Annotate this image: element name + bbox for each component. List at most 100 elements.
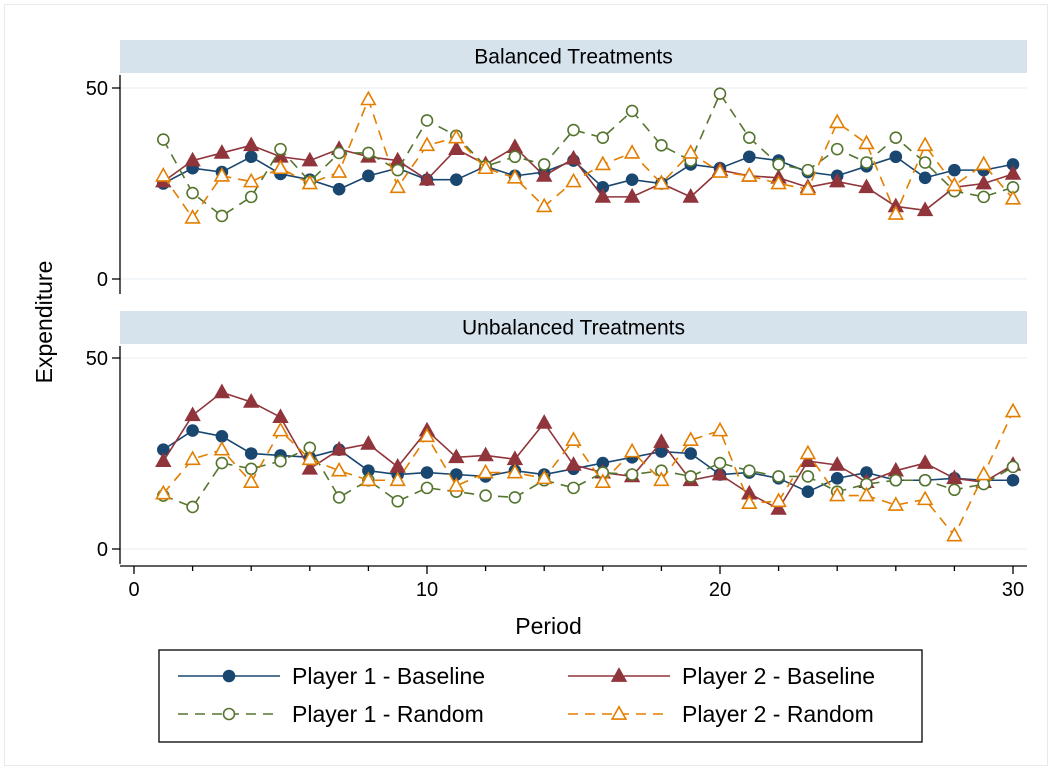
panel-1-data-point [828, 172, 846, 188]
panel-1-data-point [330, 163, 348, 178]
panel-1-data-point [889, 131, 903, 144]
panel-1-data-point [594, 155, 612, 171]
panel-1-data-point [184, 151, 201, 167]
panel-1-data-point [535, 197, 553, 213]
panel-2-data-point [684, 470, 698, 483]
panel-1-data-point [741, 167, 758, 182]
panel-1-y-tick-label: 0 [97, 269, 108, 291]
panel-1-data-point [916, 136, 934, 152]
panel-1-data-point [213, 167, 231, 182]
panel-1-data-point [272, 159, 289, 175]
panel-1-data-point [711, 163, 729, 178]
x-tick-label: 10 [416, 579, 438, 601]
panel-1-data-point [362, 146, 375, 160]
panel-2-data-point [242, 393, 260, 408]
legend-marker [610, 705, 628, 720]
panel-2-data-point [889, 473, 903, 487]
panel-2-data-point [772, 470, 785, 483]
panel-1-data-point [448, 128, 465, 144]
panel-2-data-point [653, 433, 670, 448]
panel-1-data-point [1004, 189, 1022, 205]
panel-1-data-point [565, 149, 582, 165]
panel-1-series-line [162, 97, 1014, 220]
panel-2-data-point [565, 456, 582, 471]
panel-2-data-point [213, 440, 231, 456]
panel-2-data-point [535, 469, 553, 485]
panel-2-data-point [1004, 402, 1022, 418]
panel-1-data-point [653, 174, 670, 190]
panel-2-data-point [799, 452, 817, 467]
panel-2-data-point [213, 383, 231, 399]
panel-2-data-point [215, 456, 229, 470]
panel-1-data-point [157, 133, 170, 146]
panel-1-data-point [420, 114, 434, 127]
panel-1-data-point [742, 131, 756, 144]
panel-2-data-point [801, 470, 815, 483]
panel-2-data-point [741, 494, 758, 510]
panel-2-data-point [186, 424, 199, 437]
panel-1-data-point [391, 163, 405, 177]
panel-2-data-point [801, 485, 815, 499]
panel-2-data-point [799, 444, 817, 460]
panel-2-data-point [684, 447, 698, 460]
legend-marker [222, 707, 236, 721]
legend-label: Player 2 - Random [682, 701, 874, 727]
legend-label: Player 1 - Baseline [292, 663, 485, 689]
panel-2-data-point [948, 483, 961, 497]
legend-marker [610, 667, 628, 682]
panel-1-data-point [887, 205, 905, 220]
panel-2-data-point [215, 430, 229, 443]
panel-2-data-point [918, 473, 932, 487]
legend: Player 1 - Baseline Player 2 - Baseline Pl… [158, 649, 923, 743]
panel-1-data-point [449, 173, 463, 186]
panel-1-data-point [889, 150, 903, 164]
panel-1-data-point [448, 140, 465, 155]
x-axis-title: Period [515, 613, 581, 639]
panel-1-data-point [1004, 165, 1022, 180]
legend-label: Player 2 - Baseline [682, 663, 875, 689]
panel-2-data-point [448, 477, 465, 492]
panel-1-data-point [625, 104, 639, 118]
panel-2-data-point [274, 454, 287, 468]
panel-1-data-point [623, 188, 641, 203]
panel-2-data-point [742, 464, 756, 477]
panel-1-data-point [508, 150, 522, 164]
panel-2-strip [120, 311, 1027, 344]
panel-1-data-point [537, 158, 551, 171]
panel-1-data-point [186, 186, 199, 200]
panel-1-data-point [801, 163, 815, 177]
panel-1-data-point [946, 176, 963, 192]
panel-2-y-tick-label: 50 [86, 348, 108, 370]
panel-1-data-point [948, 163, 961, 177]
panel-1: Balanced Treatments 0 50 [86, 40, 1027, 294]
panel-1-data-point [799, 180, 817, 196]
panel-2-data-point [389, 471, 406, 487]
panel-2-data-point [625, 468, 639, 481]
panel-1-data-point [682, 144, 699, 159]
panel-1-data-point [360, 90, 377, 106]
panel-2-data-point [301, 450, 319, 466]
panel-2-data-point [916, 454, 934, 469]
panel-2-data-point [887, 496, 905, 511]
panel-2-data-point [360, 471, 377, 487]
x-tick-label: 0 [128, 579, 139, 601]
panel-2-data-point [184, 450, 201, 466]
panel-1-data-point [772, 158, 785, 171]
legend-item: Player 1 - Random [178, 701, 484, 727]
panel-1-data-point [916, 201, 934, 217]
panel-1-data-point [918, 171, 932, 185]
panel-2-data-point [391, 494, 405, 508]
panel-2-data-point [535, 414, 553, 429]
panel-1-data-point [418, 136, 436, 152]
panel-2-data-point [420, 466, 434, 479]
panel-2-data-point [916, 490, 934, 506]
panel-1-data-point [244, 190, 258, 204]
panel-2-data-point [567, 481, 580, 495]
figure-frame [4, 4, 1048, 766]
panel-1-data-point [332, 182, 346, 196]
panel-2-data-point [565, 431, 582, 446]
panel-1-data-point [770, 174, 787, 190]
panel-2-data-point [155, 452, 172, 467]
